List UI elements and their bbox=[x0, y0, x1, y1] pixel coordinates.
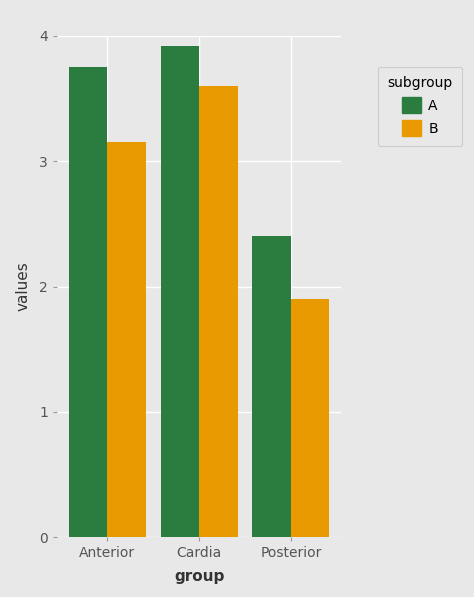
Legend: A, B: A, B bbox=[378, 67, 462, 146]
Bar bbox=[252, 236, 291, 537]
Bar bbox=[291, 299, 329, 537]
Y-axis label: values: values bbox=[16, 261, 31, 312]
Bar bbox=[199, 86, 237, 537]
Bar bbox=[161, 46, 199, 537]
X-axis label: group: group bbox=[174, 569, 224, 584]
Bar bbox=[107, 143, 146, 537]
Bar bbox=[69, 67, 107, 537]
